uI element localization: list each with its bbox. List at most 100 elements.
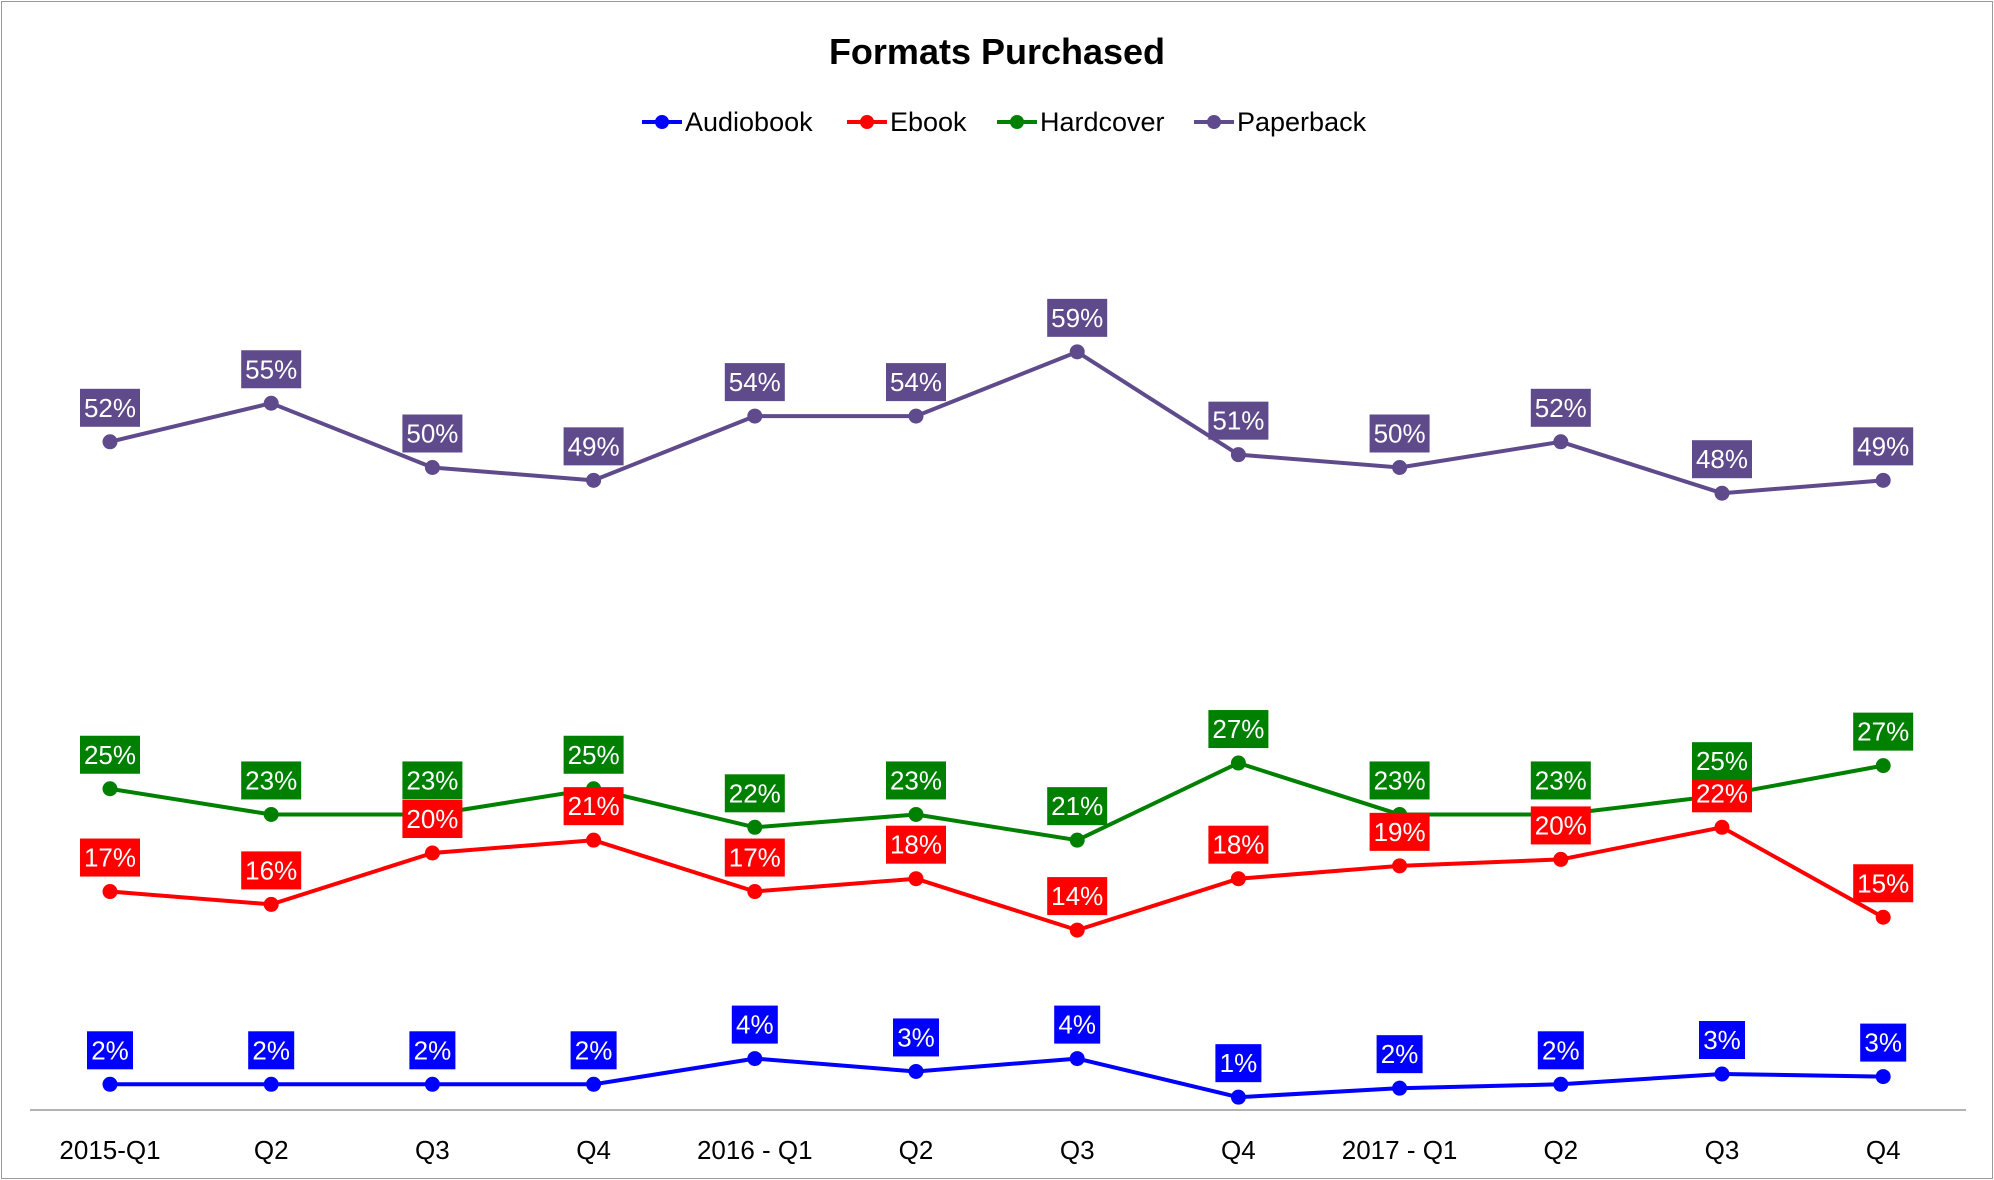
- legend-swatch-marker-hardcover: [1010, 115, 1024, 129]
- legend-swatch-marker-paperback: [1207, 115, 1221, 129]
- data-label-text-audiobook-8: 1%: [1220, 1048, 1258, 1078]
- data-label-audiobook-5: 4%: [731, 1005, 778, 1044]
- data-label-hardcover-9: 23%: [1369, 761, 1430, 800]
- data-label-text-paperback-4: 49%: [568, 431, 620, 461]
- data-label-text-paperback-2: 55%: [245, 354, 297, 384]
- data-point-paperback-6: [908, 408, 924, 424]
- data-label-text-ebook-5: 17%: [729, 843, 781, 873]
- data-label-box-hardcover-3: [402, 761, 463, 800]
- data-label-text-hardcover-2: 23%: [245, 765, 297, 795]
- data-label-box-paperback-6: [886, 363, 946, 402]
- data-label-text-ebook-11: 22%: [1696, 778, 1748, 808]
- data-label-box-hardcover-4: [563, 735, 624, 774]
- data-label-text-hardcover-3: 23%: [406, 765, 458, 795]
- data-label-text-ebook-9: 19%: [1374, 817, 1426, 847]
- data-label-text-hardcover-8: 27%: [1212, 714, 1264, 744]
- data-point-ebook-10: [1553, 851, 1569, 867]
- data-label-box-paperback-7: [1047, 298, 1108, 337]
- data-point-audiobook-3: [424, 1076, 440, 1092]
- data-label-hardcover-2: 23%: [241, 761, 302, 800]
- data-point-ebook-4: [586, 832, 602, 848]
- data-label-box-hardcover-5: [724, 774, 785, 813]
- data-label-text-paperback-5: 54%: [729, 367, 781, 397]
- data-label-text-paperback-7: 59%: [1051, 303, 1103, 333]
- data-point-hardcover-7: [1069, 832, 1085, 848]
- legend-item-audiobook: Audiobook: [642, 107, 813, 137]
- legend-label-audiobook: Audiobook: [685, 107, 813, 137]
- data-label-text-paperback-9: 50%: [1374, 419, 1426, 449]
- data-label-text-ebook-12: 15%: [1857, 868, 1909, 898]
- data-label-box-ebook-11: [1692, 774, 1752, 813]
- data-label-text-ebook-3: 20%: [406, 804, 458, 834]
- data-point-audiobook-8: [1230, 1089, 1246, 1105]
- data-label-box-audiobook-11: [1699, 1021, 1745, 1060]
- data-label-paperback-6: 54%: [886, 363, 946, 402]
- data-point-paperback-3: [424, 460, 440, 475]
- data-label-audiobook-6: 3%: [893, 1018, 939, 1057]
- data-label-text-ebook-8: 18%: [1212, 830, 1264, 860]
- data-point-audiobook-11: [1714, 1066, 1730, 1082]
- data-point-ebook-8: [1230, 871, 1246, 887]
- data-label-ebook-3: 20%: [402, 800, 463, 838]
- data-label-text-paperback-3: 50%: [406, 419, 458, 449]
- data-label-ebook-7: 14%: [1047, 877, 1108, 916]
- data-point-paperback-11: [1714, 485, 1730, 501]
- data-label-text-hardcover-12: 27%: [1857, 717, 1909, 747]
- data-label-text-hardcover-7: 21%: [1051, 791, 1103, 821]
- data-label-audiobook-1: 2%: [87, 1031, 133, 1070]
- data-label-text-audiobook-1: 2%: [91, 1035, 129, 1065]
- data-point-audiobook-12: [1875, 1069, 1891, 1085]
- data-label-text-hardcover-9: 23%: [1374, 765, 1426, 795]
- data-label-text-audiobook-2: 2%: [252, 1035, 290, 1065]
- data-label-box-paperback-11: [1692, 440, 1752, 479]
- x-tick-label-9: 2017 - Q1: [1342, 1135, 1458, 1165]
- legend-swatch-marker-audiobook: [655, 115, 669, 129]
- data-point-ebook-12: [1875, 909, 1891, 925]
- data-label-box-ebook-4: [563, 787, 624, 826]
- data-label-box-hardcover-7: [1047, 787, 1108, 826]
- data-label-text-paperback-12: 49%: [1857, 431, 1909, 461]
- x-tick-label-11: Q3: [1705, 1135, 1740, 1165]
- data-point-ebook-2: [263, 896, 279, 912]
- data-label-box-audiobook-3: [409, 1031, 456, 1070]
- data-point-ebook-3: [424, 845, 440, 861]
- data-label-box-audiobook-1: [87, 1031, 133, 1070]
- data-point-paperback-12: [1875, 472, 1891, 488]
- data-label-paperback-11: 48%: [1692, 440, 1752, 479]
- data-label-ebook-4: 21%: [563, 787, 624, 826]
- legend-label-hardcover: Hardcover: [1040, 107, 1165, 137]
- series-data-labels: 2% 2% 2% 2% 4% 3% 4% 1% 2% 2% 3% 3% 17% 16% 20% 21% 17% 1…: [80, 298, 1914, 1083]
- data-label-paperback-7: 59%: [1047, 298, 1108, 337]
- data-label-box-audiobook-6: [893, 1018, 939, 1057]
- x-tick-label-12: Q4: [1866, 1135, 1901, 1165]
- data-label-text-hardcover-5: 22%: [729, 778, 781, 808]
- data-label-box-ebook-5: [724, 838, 785, 877]
- data-label-hardcover-5: 22%: [724, 774, 785, 813]
- data-label-box-paperback-1: [80, 388, 140, 427]
- data-label-audiobook-2: 2%: [248, 1031, 295, 1070]
- data-label-text-audiobook-10: 2%: [1542, 1035, 1580, 1065]
- x-tick-label-3: Q3: [415, 1135, 450, 1165]
- data-label-box-ebook-3: [402, 800, 463, 838]
- data-point-paperback-10: [1553, 434, 1569, 450]
- data-label-audiobook-9: 2%: [1376, 1035, 1423, 1074]
- data-label-box-audiobook-8: [1215, 1044, 1262, 1083]
- data-label-text-audiobook-5: 4%: [736, 1010, 774, 1040]
- data-label-audiobook-11: 3%: [1699, 1021, 1745, 1060]
- data-label-paperback-3: 50%: [402, 414, 463, 453]
- legend-swatch-marker-ebook: [860, 115, 874, 129]
- data-label-text-ebook-1: 17%: [84, 843, 136, 873]
- series-line-audiobook: [110, 1056, 1884, 1100]
- data-label-box-hardcover-8: [1208, 710, 1269, 749]
- data-point-audiobook-10: [1553, 1076, 1569, 1092]
- data-label-ebook-11: 22%: [1692, 774, 1752, 813]
- data-label-paperback-8: 51%: [1208, 401, 1269, 440]
- data-label-box-hardcover-11: [1692, 742, 1752, 781]
- x-tick-label-2: Q2: [254, 1135, 289, 1165]
- series-line-paperback: [109, 349, 1884, 496]
- data-label-box-hardcover-10: [1530, 761, 1591, 800]
- data-label-text-ebook-10: 20%: [1535, 810, 1587, 840]
- data-label-box-ebook-10: [1530, 806, 1591, 845]
- chart-title: Formats Purchased: [829, 31, 1165, 72]
